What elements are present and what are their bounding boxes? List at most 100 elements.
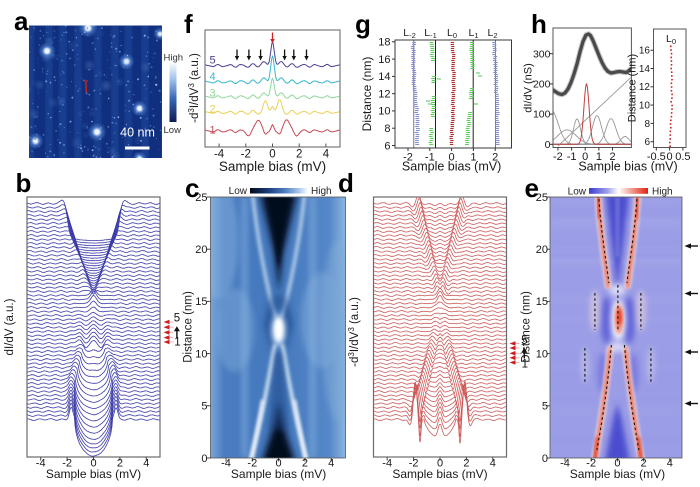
svg-text:High: High xyxy=(311,186,332,197)
svg-text:Sample bias (mV): Sample bias (mV) xyxy=(392,467,487,481)
svg-text:Low: Low xyxy=(229,186,248,197)
svg-text:200: 200 xyxy=(533,79,551,91)
svg-text:4: 4 xyxy=(667,458,673,470)
svg-text:c: c xyxy=(185,173,199,203)
svg-text:14: 14 xyxy=(639,64,651,75)
svg-text:100: 100 xyxy=(533,109,551,121)
svg-text:2: 2 xyxy=(609,151,615,163)
svg-text:f: f xyxy=(184,9,193,39)
svg-text:h: h xyxy=(531,9,547,39)
svg-text:0.5: 0.5 xyxy=(675,151,690,163)
svg-text:0: 0 xyxy=(276,458,282,470)
svg-text:1: 1 xyxy=(174,337,180,349)
svg-text:4: 4 xyxy=(143,458,149,470)
svg-text:5: 5 xyxy=(210,55,216,67)
svg-text:Sample bias (mV): Sample bias (mV) xyxy=(578,160,677,174)
svg-text:Sample bias (mV): Sample bias (mV) xyxy=(570,467,665,481)
svg-text:Distance (nm): Distance (nm) xyxy=(183,291,195,363)
svg-text:8: 8 xyxy=(384,123,390,135)
svg-text:16: 16 xyxy=(639,46,651,57)
svg-text:-2: -2 xyxy=(586,458,596,470)
svg-text:-4: -4 xyxy=(36,458,46,470)
svg-text:Sample bias (mV): Sample bias (mV) xyxy=(219,159,326,174)
svg-text:a: a xyxy=(14,6,29,36)
svg-text:-2: -2 xyxy=(62,458,72,470)
svg-text:6: 6 xyxy=(644,137,650,148)
svg-text:-4: -4 xyxy=(382,458,392,470)
svg-text:Distance (nm): Distance (nm) xyxy=(627,54,639,122)
svg-text:Sample bias (mV): Sample bias (mV) xyxy=(46,467,141,481)
svg-text:-0.5: -0.5 xyxy=(647,151,666,163)
svg-text:10: 10 xyxy=(639,101,651,112)
svg-text:-4: -4 xyxy=(214,149,225,161)
svg-text:0: 0 xyxy=(269,149,275,161)
svg-text:1: 1 xyxy=(470,152,476,164)
svg-text:-2: -2 xyxy=(403,152,413,164)
svg-text:-2: -2 xyxy=(553,151,563,163)
svg-text:0: 0 xyxy=(449,152,455,164)
svg-text:0: 0 xyxy=(614,458,620,470)
svg-text:10: 10 xyxy=(195,348,207,360)
svg-text:dI/dV (a.u.): dI/dV (a.u.) xyxy=(4,298,16,355)
svg-text:300: 300 xyxy=(533,48,551,60)
svg-text:2: 2 xyxy=(210,104,216,116)
svg-text:4: 4 xyxy=(323,149,330,161)
svg-text:15: 15 xyxy=(536,296,548,308)
svg-text:12: 12 xyxy=(378,89,390,101)
svg-text:2: 2 xyxy=(492,152,498,164)
svg-text:4: 4 xyxy=(210,71,216,83)
svg-text:0: 0 xyxy=(667,151,673,163)
svg-text:0: 0 xyxy=(90,458,96,470)
svg-text:Distance (nm): Distance (nm) xyxy=(521,291,533,363)
svg-text:Distance (nm): Distance (nm) xyxy=(360,57,374,132)
svg-text:1: 1 xyxy=(522,359,528,371)
svg-text:20: 20 xyxy=(536,244,548,256)
svg-text:b: b xyxy=(16,168,32,198)
svg-text:12: 12 xyxy=(639,82,651,93)
svg-text:L1: L1 xyxy=(468,27,478,40)
svg-text:15: 15 xyxy=(195,296,207,308)
svg-text:High: High xyxy=(652,187,673,198)
svg-text:2: 2 xyxy=(641,458,647,470)
svg-text:1: 1 xyxy=(596,151,602,163)
svg-text:25: 25 xyxy=(536,192,548,204)
svg-text:3: 3 xyxy=(210,88,216,100)
svg-text:5: 5 xyxy=(174,313,180,325)
svg-text:0: 0 xyxy=(542,453,548,465)
svg-text:-d3I/dV3 (a.u.): -d3I/dV3 (a.u.) xyxy=(347,297,361,367)
svg-text:L0: L0 xyxy=(666,33,676,46)
svg-text:Low: Low xyxy=(568,187,587,198)
svg-text:5: 5 xyxy=(201,401,207,413)
svg-text:Sample bias (mV): Sample bias (mV) xyxy=(231,467,326,481)
svg-text:2: 2 xyxy=(302,458,308,470)
svg-text:2: 2 xyxy=(296,149,302,161)
svg-text:-d3I/dV3 (a.u.): -d3I/dV3 (a.u.) xyxy=(187,53,201,123)
svg-text:L2: L2 xyxy=(487,27,497,40)
svg-text:18: 18 xyxy=(378,37,390,49)
svg-text:25: 25 xyxy=(195,192,207,204)
svg-text:-2: -2 xyxy=(241,149,251,161)
svg-text:10: 10 xyxy=(378,106,390,118)
svg-text:2: 2 xyxy=(117,458,123,470)
svg-text:L-1: L-1 xyxy=(424,27,437,40)
svg-text:e: e xyxy=(525,173,539,203)
svg-text:0: 0 xyxy=(201,453,207,465)
svg-text:20: 20 xyxy=(195,244,207,256)
svg-text:-1: -1 xyxy=(425,152,435,164)
svg-text:10: 10 xyxy=(536,348,548,360)
svg-text:0: 0 xyxy=(437,458,443,470)
svg-text:-4: -4 xyxy=(560,458,570,470)
svg-text:Sample bias (mV): Sample bias (mV) xyxy=(402,160,501,174)
svg-text:d: d xyxy=(338,168,354,198)
svg-text:Low: Low xyxy=(164,125,182,136)
svg-text:0: 0 xyxy=(582,151,588,163)
svg-text:2: 2 xyxy=(463,458,469,470)
svg-text:L0: L0 xyxy=(447,27,457,40)
svg-text:5: 5 xyxy=(521,335,527,347)
svg-text:dI/dV (nS): dI/dV (nS) xyxy=(523,63,535,113)
svg-text:5: 5 xyxy=(542,401,548,413)
svg-text:-4: -4 xyxy=(221,458,231,470)
svg-text:6: 6 xyxy=(384,140,390,152)
svg-text:High: High xyxy=(164,53,184,64)
svg-text:-2: -2 xyxy=(409,458,419,470)
